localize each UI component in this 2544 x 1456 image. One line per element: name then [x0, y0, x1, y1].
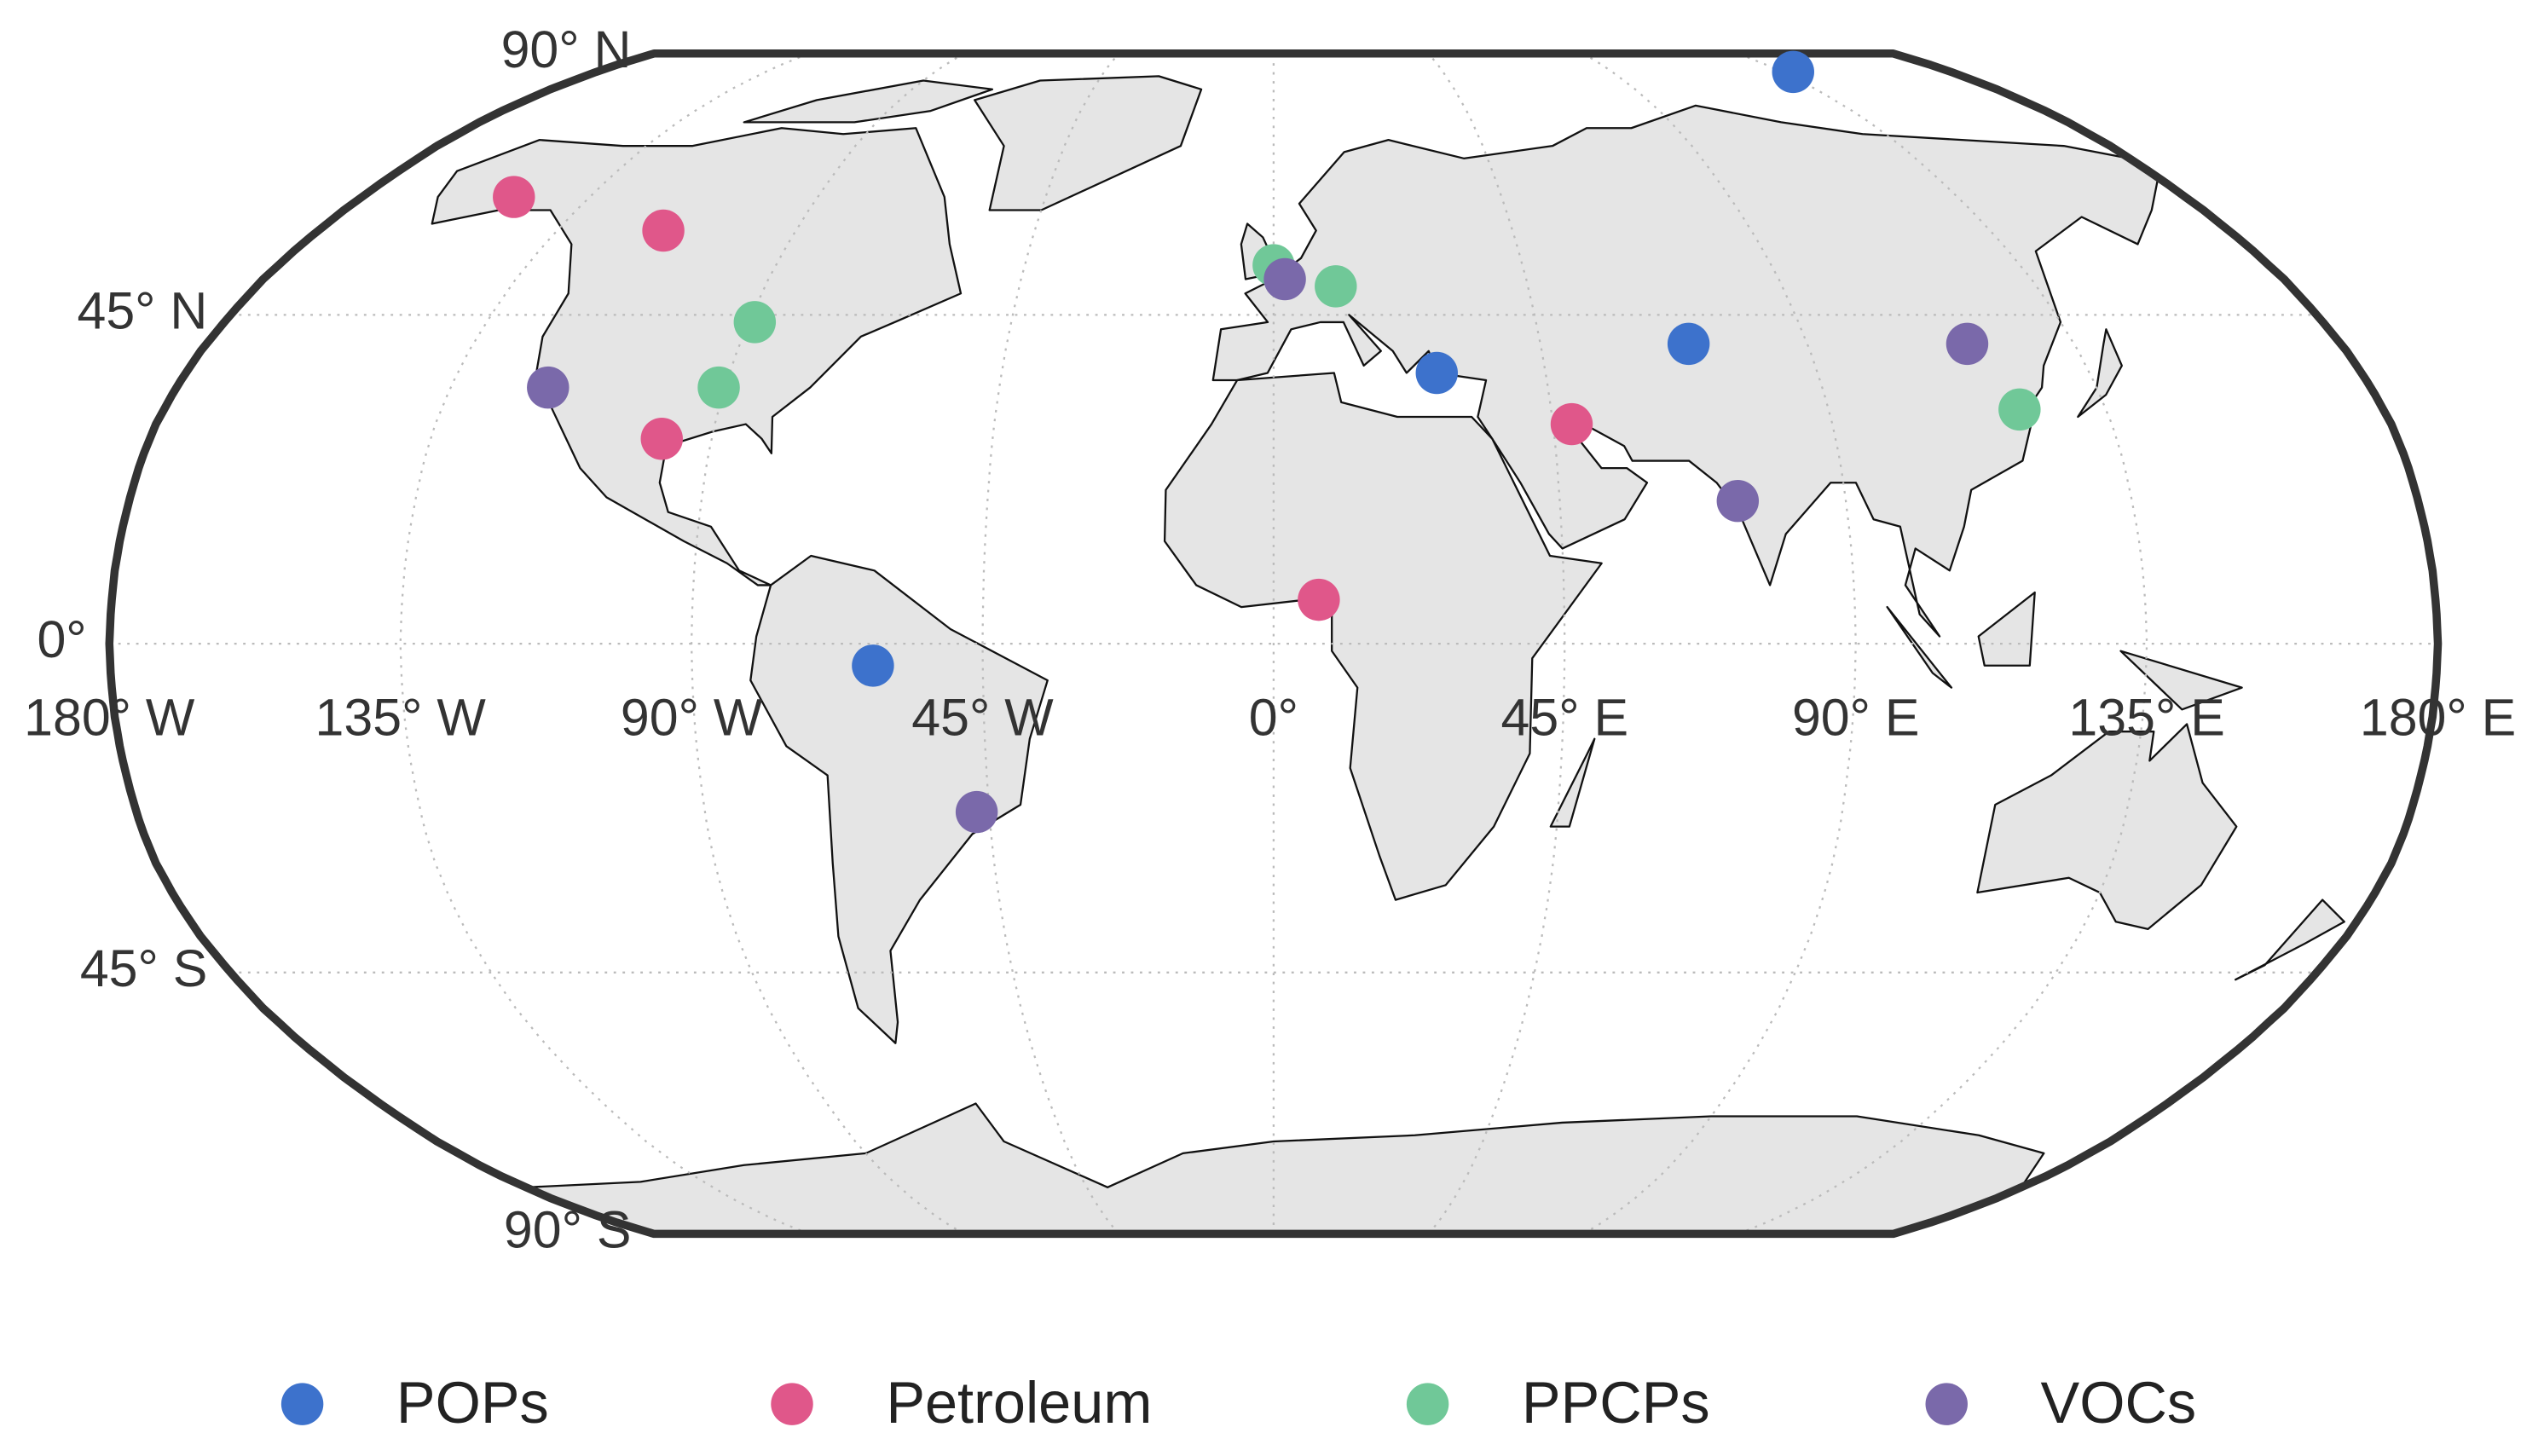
site-marker — [527, 366, 570, 409]
site-marker — [642, 209, 685, 252]
site-marker — [1772, 50, 1814, 94]
site-marker — [1667, 322, 1710, 366]
site-marker — [1946, 322, 1989, 366]
x-tick-label: 135° W — [315, 688, 487, 746]
site-marker — [733, 301, 777, 344]
x-tick-label: 45° W — [911, 688, 1054, 746]
landmass — [2119, 650, 2243, 711]
x-tick-label: 90° E — [1792, 688, 1920, 746]
site-marker — [1998, 388, 2041, 431]
site-marker — [697, 366, 740, 409]
legend-marker — [280, 1383, 324, 1425]
landmass — [1976, 723, 2238, 930]
site-marker — [1550, 402, 1593, 446]
legend-marker — [1925, 1383, 1968, 1425]
landmass — [1549, 737, 1596, 828]
landmass — [749, 554, 1049, 1044]
landmass — [1886, 605, 1953, 689]
y-tick-label: 90° N — [501, 20, 632, 78]
x-tick-label: 180° W — [24, 688, 195, 746]
x-tick-label: 135° E — [2068, 688, 2224, 746]
land — [431, 75, 2345, 1235]
tick-labels: 180° W 135° W 90° W 45° W 0° 45° E 90° E 135° E… — [24, 20, 2516, 1259]
legend-label: VOCs — [2041, 1370, 2197, 1436]
landmass — [743, 79, 994, 124]
landmass — [2235, 898, 2345, 981]
landmass — [431, 127, 963, 586]
map-frame — [105, 49, 2443, 1239]
meridian — [981, 53, 1120, 1235]
legend-marker — [1406, 1383, 1449, 1425]
y-tick-label: 45° S — [80, 939, 208, 997]
site-marker — [852, 644, 894, 687]
graticule — [108, 52, 2439, 1235]
legend-label: PPCPs — [1522, 1370, 1710, 1436]
y-tick-label: 90° S — [504, 1201, 632, 1259]
site-marker — [1315, 265, 1357, 308]
legend: POPs Petroleum PPCPs VOCs — [280, 1370, 2197, 1436]
landmass — [524, 1102, 2045, 1235]
site-marker — [1716, 479, 1760, 523]
legend-label: Petroleum — [886, 1370, 1152, 1436]
site-marker — [1298, 578, 1340, 621]
x-tick-label: 90° W — [621, 688, 763, 746]
landmass — [974, 75, 1203, 211]
frame-outline — [105, 49, 2443, 1239]
site-marker — [1263, 257, 1306, 301]
meridian — [1582, 52, 1857, 1235]
site-marker — [493, 176, 535, 218]
y-tick-label: 45° N — [77, 281, 207, 339]
site-marker — [1415, 351, 1459, 395]
site-marker — [955, 790, 998, 834]
legend-label: POPs — [396, 1370, 549, 1436]
x-tick-label: 180° E — [2360, 688, 2516, 746]
y-tick-label: 0° — [37, 610, 86, 668]
legend-marker — [771, 1383, 813, 1425]
landmass — [1977, 591, 2036, 667]
landmass — [2077, 328, 2123, 419]
landmass — [1163, 372, 1603, 901]
site-marker — [640, 417, 683, 460]
x-tick-label: 0° — [1249, 688, 1298, 746]
points — [493, 50, 2041, 834]
x-tick-label: 45° E — [1501, 688, 1629, 746]
